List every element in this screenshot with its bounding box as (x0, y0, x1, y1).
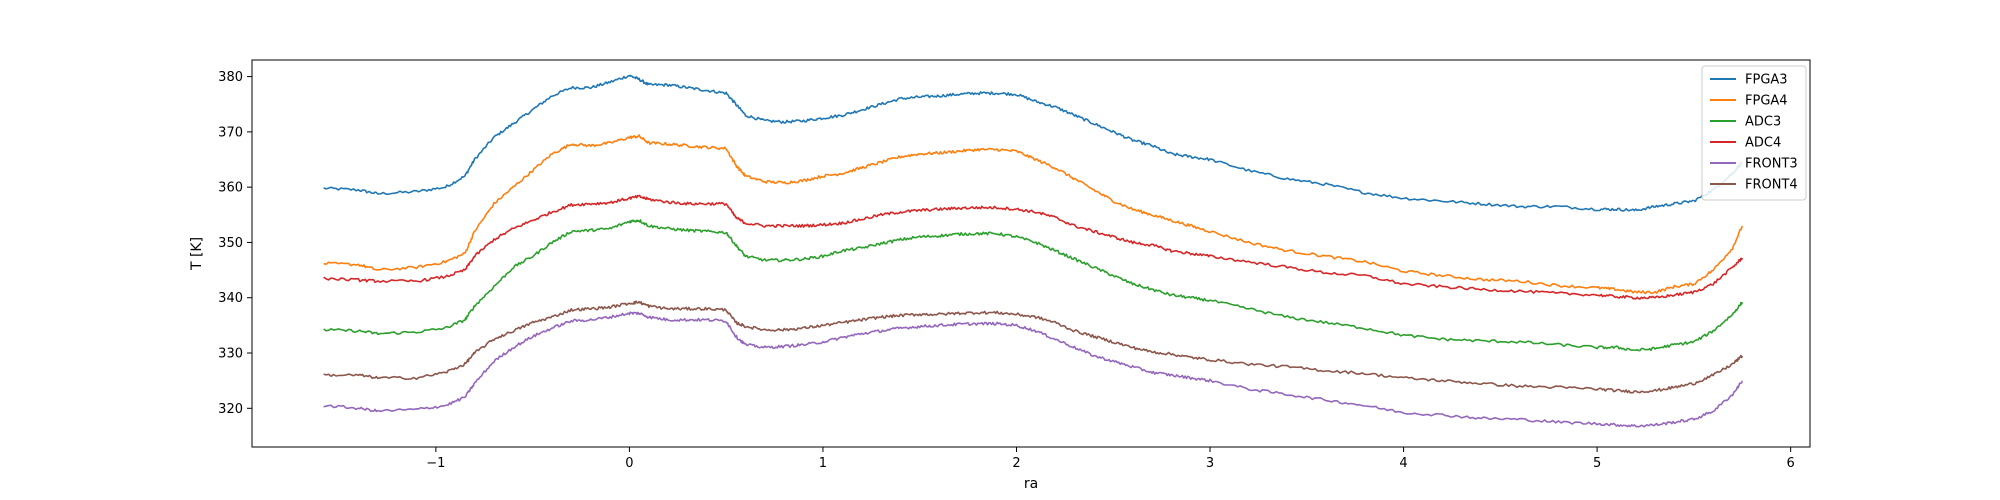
x-tick-label: 2 (1012, 456, 1020, 471)
series-line-fpga4 (323, 134, 1744, 295)
legend-label: FRONT4 (1745, 178, 1798, 193)
series-line-adc3 (323, 219, 1744, 352)
x-tick-label: 0 (625, 456, 633, 471)
series-line-front4 (323, 300, 1744, 394)
x-tick-label: 3 (1206, 456, 1214, 471)
plot-frame (251, 59, 1811, 448)
x-tick-label: 4 (1399, 456, 1407, 471)
x-axis-label: ra (1024, 476, 1038, 492)
series-line-fpga3 (323, 74, 1743, 212)
legend-label: ADC3 (1745, 115, 1781, 130)
legend-label: FPGA3 (1745, 73, 1788, 88)
plot-area (252, 60, 1810, 447)
y-axis-ticks: 320 330 340 350 360 370 380 (218, 70, 252, 417)
series-layer (323, 74, 1744, 428)
legend-label: FRONT3 (1745, 157, 1798, 172)
x-axis-ticks: −1 0 1 2 3 4 5 6 (426, 447, 1795, 471)
y-tick-label: 380 (218, 70, 243, 85)
y-tick-label: 320 (218, 402, 243, 417)
x-tick-label: −1 (426, 456, 445, 471)
x-tick-label: 5 (1593, 456, 1601, 471)
y-tick-label: 370 (218, 125, 243, 140)
y-tick-label: 350 (218, 236, 243, 251)
y-tick-label: 340 (218, 291, 243, 306)
legend: FPGA3 FPGA4 ADC3 ADC4 FRONT3 FRONT4 (1701, 65, 1807, 201)
y-axis-label: T [K] (189, 237, 205, 271)
x-tick-label: 1 (819, 456, 827, 471)
series-line-front3 (323, 311, 1744, 428)
y-tick-label: 330 (218, 347, 243, 362)
series-line-adc4 (323, 194, 1744, 300)
x-tick-label: 6 (1787, 456, 1795, 471)
y-tick-label: 360 (218, 181, 243, 196)
legend-label: ADC4 (1745, 136, 1781, 151)
legend-label: FPGA4 (1745, 94, 1788, 109)
